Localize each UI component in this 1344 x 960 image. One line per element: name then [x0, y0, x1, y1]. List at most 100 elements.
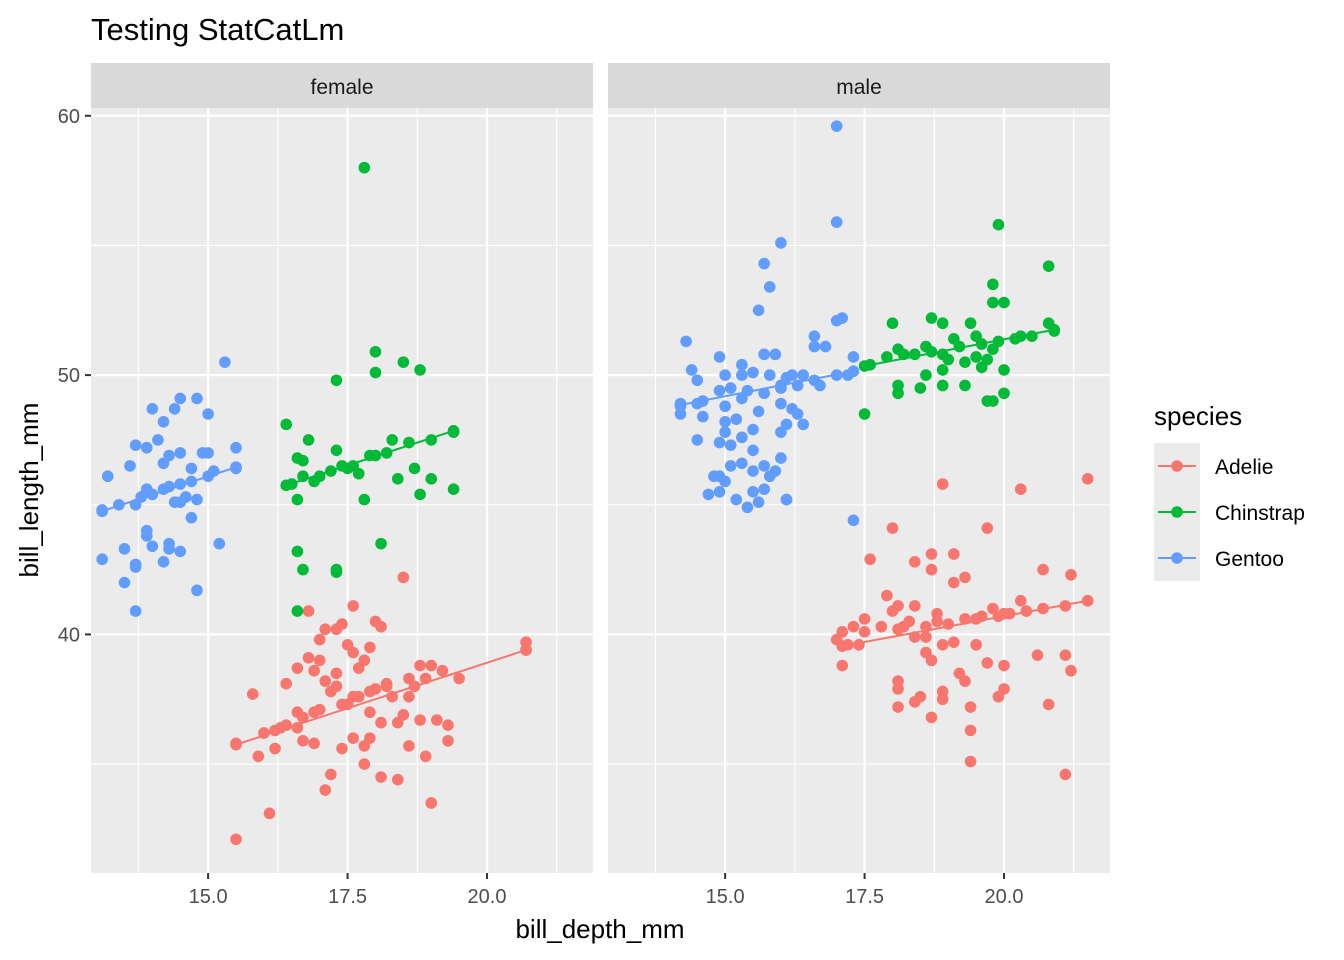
y-tick-label: 50 — [58, 365, 80, 387]
data-point-chinstrap — [369, 366, 382, 379]
data-point-gentoo — [230, 441, 242, 454]
data-point-adelie — [1014, 594, 1027, 607]
fit-endpoint-adelie — [836, 640, 849, 652]
legend-key-point — [1171, 506, 1183, 518]
data-point-gentoo — [758, 348, 770, 361]
data-point-gentoo — [830, 120, 843, 132]
data-point-adelie — [431, 714, 443, 726]
data-point-adelie — [858, 613, 871, 625]
data-point-chinstrap — [330, 444, 343, 457]
legend-item-adelie: Adelie — [1154, 443, 1273, 489]
data-point-chinstrap — [942, 353, 955, 366]
data-point-chinstrap — [447, 483, 460, 496]
data-point-chinstrap — [987, 296, 999, 309]
data-point-chinstrap — [425, 473, 438, 485]
data-point-gentoo — [747, 465, 759, 477]
x-tick-label: 20.0 — [468, 886, 507, 908]
data-point-gentoo — [96, 553, 108, 566]
data-point-chinstrap — [920, 369, 932, 381]
data-point-gentoo — [808, 330, 821, 343]
data-point-adelie — [375, 771, 387, 783]
data-point-adelie — [864, 553, 876, 566]
data-point-adelie — [964, 724, 977, 737]
data-point-gentoo — [775, 237, 787, 249]
data-point-gentoo — [797, 369, 810, 381]
data-point-gentoo — [163, 543, 175, 555]
data-point-gentoo — [747, 485, 759, 498]
data-point-gentoo — [174, 392, 187, 405]
data-point-gentoo — [174, 447, 187, 459]
fit-endpoint-chinstrap — [280, 479, 293, 492]
data-point-adelie — [886, 605, 899, 617]
data-point-chinstrap — [369, 345, 382, 358]
data-point-adelie — [330, 667, 343, 680]
data-point-adelie — [442, 719, 454, 731]
data-point-chinstrap — [959, 379, 971, 392]
fit-endpoint-chinstrap — [447, 425, 460, 437]
data-point-chinstrap — [987, 395, 999, 407]
data-point-adelie — [263, 807, 276, 820]
data-point-gentoo — [202, 447, 214, 459]
data-point-adelie — [230, 833, 242, 846]
facet-label-female: female — [310, 76, 373, 99]
data-point-adelie — [347, 690, 359, 703]
data-point-adelie — [936, 478, 949, 490]
fit-endpoint-adelie — [520, 644, 532, 656]
data-point-adelie — [291, 662, 304, 674]
data-point-gentoo — [146, 403, 159, 415]
legend-item-gentoo: Gentoo — [1154, 535, 1284, 581]
data-point-gentoo — [191, 392, 203, 405]
data-point-gentoo — [219, 356, 231, 368]
data-point-adelie — [925, 548, 938, 560]
data-point-chinstrap — [291, 605, 304, 617]
data-point-chinstrap — [998, 387, 1010, 400]
data-point-adelie — [964, 755, 977, 768]
fit-lines-male — [674, 323, 1094, 652]
data-point-gentoo — [168, 403, 181, 415]
data-point-gentoo — [780, 493, 793, 506]
data-point-adelie — [1059, 649, 1072, 661]
data-point-adelie — [297, 711, 309, 724]
data-point-chinstrap — [1026, 330, 1038, 343]
data-point-adelie — [380, 680, 393, 693]
legend-keys: Adelie Chinstrap Gentoo — [1154, 443, 1305, 581]
data-point-adelie — [1065, 664, 1077, 677]
data-point-gentoo — [775, 452, 787, 464]
data-point-adelie — [336, 618, 348, 630]
data-point-gentoo — [808, 340, 821, 353]
data-point-gentoo — [191, 584, 203, 597]
data-point-gentoo — [708, 470, 720, 483]
data-point-adelie — [375, 716, 387, 729]
data-point-gentoo — [847, 351, 860, 363]
data-point-adelie — [998, 659, 1010, 672]
data-point-adelie — [397, 571, 410, 584]
data-point-gentoo — [719, 369, 731, 381]
data-point-adelie — [358, 654, 371, 667]
data-point-adelie — [1037, 563, 1049, 576]
data-point-chinstrap — [925, 312, 938, 324]
fit-endpoint-gentoo — [847, 365, 860, 378]
data-point-chinstrap — [892, 387, 904, 400]
data-point-gentoo — [758, 483, 770, 496]
data-point-gentoo — [157, 556, 170, 568]
data-point-gentoo — [146, 540, 159, 553]
data-point-chinstrap — [936, 364, 949, 376]
data-point-chinstrap — [297, 563, 309, 576]
data-point-adelie — [308, 664, 320, 677]
data-point-gentoo — [118, 543, 131, 555]
fit-endpoint-gentoo — [96, 505, 108, 518]
data-point-gentoo — [791, 408, 804, 420]
data-point-chinstrap — [998, 364, 1010, 376]
data-point-adelie — [981, 522, 994, 534]
data-point-chinstrap — [936, 379, 949, 392]
data-point-adelie — [419, 750, 432, 763]
data-point-gentoo — [724, 460, 737, 472]
data-point-adelie — [425, 797, 438, 809]
data-point-gentoo — [691, 434, 704, 446]
data-point-chinstrap — [297, 454, 309, 467]
data-point-gentoo — [713, 384, 726, 397]
chart-title: Testing StatCatLm — [91, 12, 344, 47]
x-tick-label: 17.5 — [328, 886, 367, 908]
fit-endpoint-gentoo — [674, 399, 687, 411]
fit-endpoint-adelie — [230, 738, 242, 751]
